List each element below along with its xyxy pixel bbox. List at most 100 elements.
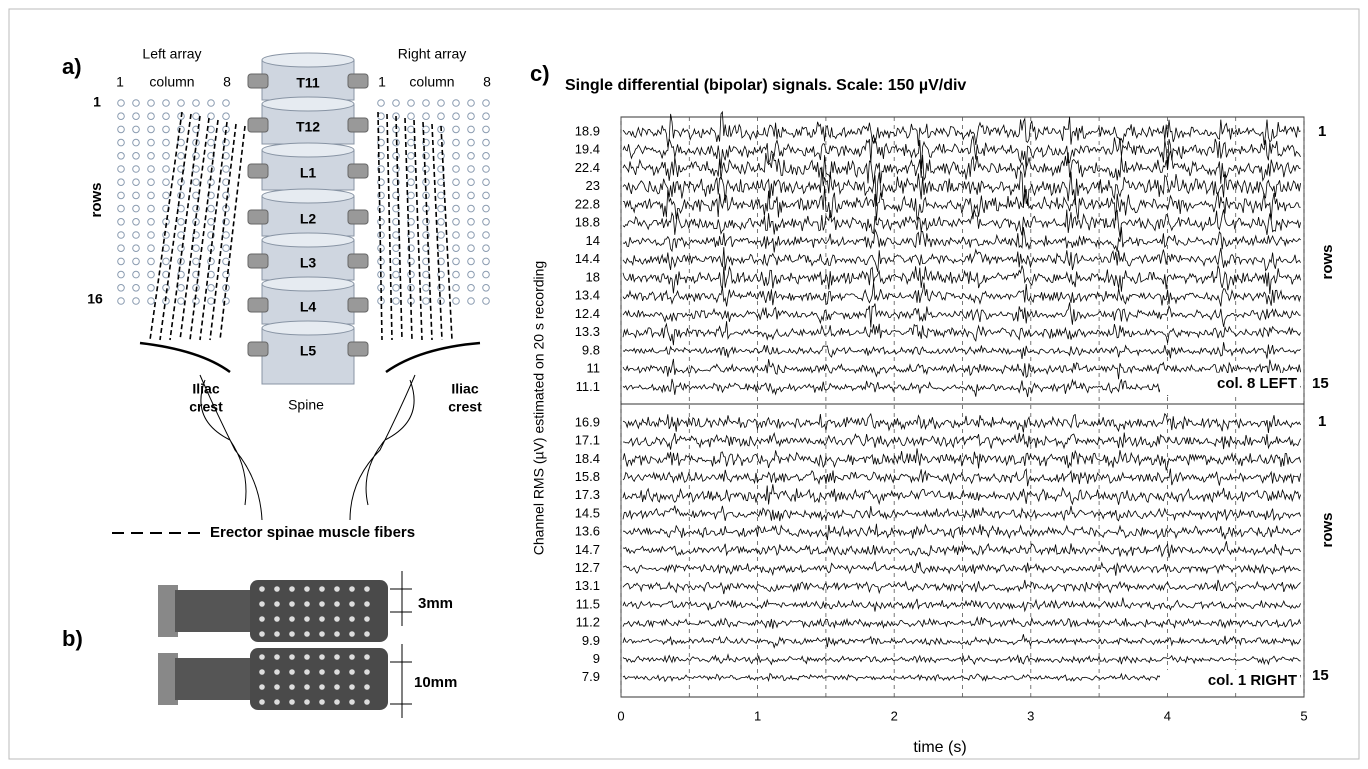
rms-label: 18.9 — [575, 123, 600, 138]
array-body — [250, 580, 388, 642]
electrode — [467, 244, 475, 252]
annotation-bg — [1160, 670, 1300, 692]
electrode — [422, 112, 430, 120]
electrode — [422, 244, 430, 252]
electrode — [407, 270, 415, 279]
pelvis — [349, 374, 416, 521]
fiber — [219, 125, 246, 341]
electrode — [364, 601, 370, 607]
electrode — [192, 165, 200, 173]
electrode — [319, 699, 325, 705]
electrode — [437, 244, 445, 252]
electrode — [422, 152, 430, 160]
electrode — [162, 284, 170, 292]
electrode — [422, 125, 430, 134]
electrode — [192, 152, 200, 160]
electrode — [304, 586, 310, 592]
electrode — [422, 165, 430, 173]
spacing-label: 10mm — [414, 674, 457, 691]
array-body — [250, 648, 388, 710]
electrode — [452, 112, 460, 120]
electrode — [452, 125, 460, 134]
electrode — [289, 654, 295, 660]
iliac-label: crest — [448, 399, 482, 415]
electrode — [259, 654, 265, 660]
electrode — [319, 631, 325, 637]
rms-label: 22.8 — [575, 196, 600, 211]
electrode — [192, 138, 200, 147]
electrode — [162, 191, 170, 200]
fiber — [199, 121, 228, 341]
cable — [175, 658, 255, 700]
electrode — [132, 138, 140, 147]
electrode — [289, 699, 295, 705]
electrode — [177, 152, 185, 160]
electrode — [482, 165, 490, 173]
iliac-label: Iliac — [451, 381, 478, 397]
electrode — [192, 99, 200, 107]
electrode — [319, 669, 325, 675]
electrode — [304, 631, 310, 637]
electrode — [192, 178, 200, 186]
electrode — [422, 138, 430, 147]
fiber — [209, 123, 237, 341]
connector — [158, 653, 178, 705]
electrode — [117, 270, 125, 279]
emg-trace — [622, 597, 1301, 613]
emg-trace — [622, 208, 1301, 238]
electrode — [304, 654, 310, 660]
process — [247, 73, 269, 89]
electrode — [422, 284, 430, 292]
rms-label: 15.8 — [575, 469, 600, 484]
emg-trace — [622, 150, 1301, 185]
electrode — [482, 297, 490, 305]
electrode — [117, 138, 125, 147]
electrode — [147, 138, 155, 147]
electrode — [147, 99, 155, 107]
electrode — [117, 244, 125, 252]
x-tick-label: 5 — [1300, 708, 1307, 723]
electrode — [289, 616, 295, 622]
electrode — [132, 99, 140, 107]
electrode — [407, 138, 415, 147]
electrode — [467, 165, 475, 173]
fiber — [159, 113, 192, 341]
electrode — [207, 125, 215, 134]
rms-label: 11.5 — [576, 596, 600, 611]
electrode — [304, 684, 310, 690]
electrode — [452, 284, 460, 292]
column-last: 8 — [483, 74, 491, 90]
electrode — [162, 99, 170, 107]
electrode — [482, 257, 490, 266]
process — [347, 163, 369, 179]
electrode — [319, 616, 325, 622]
electrode — [289, 631, 295, 637]
fiber — [431, 123, 443, 341]
electrode — [132, 257, 140, 266]
electrode — [452, 191, 460, 200]
electrode — [132, 112, 140, 120]
electrode — [334, 601, 340, 607]
electrode — [304, 616, 310, 622]
rms-label: 17.1 — [575, 433, 600, 448]
emg-trace — [622, 448, 1301, 471]
electrode — [452, 257, 460, 266]
electrode — [467, 284, 475, 292]
rms-label: 11 — [587, 361, 601, 376]
electrode — [192, 257, 200, 266]
rms-label: 12.4 — [575, 306, 600, 321]
electrode — [147, 231, 155, 239]
electrode — [117, 257, 125, 266]
electrode — [192, 218, 200, 226]
row-first: 1 — [93, 94, 101, 110]
electrode — [132, 178, 140, 186]
electrode — [162, 204, 170, 213]
electrode — [392, 284, 400, 292]
electrode — [437, 284, 445, 292]
emg-trace — [622, 166, 1301, 207]
legend-label: Erector spinae muscle fibers — [210, 524, 415, 541]
process — [247, 253, 269, 269]
electrode — [177, 257, 185, 266]
iliac-crest — [139, 341, 481, 374]
electrode — [274, 616, 280, 622]
